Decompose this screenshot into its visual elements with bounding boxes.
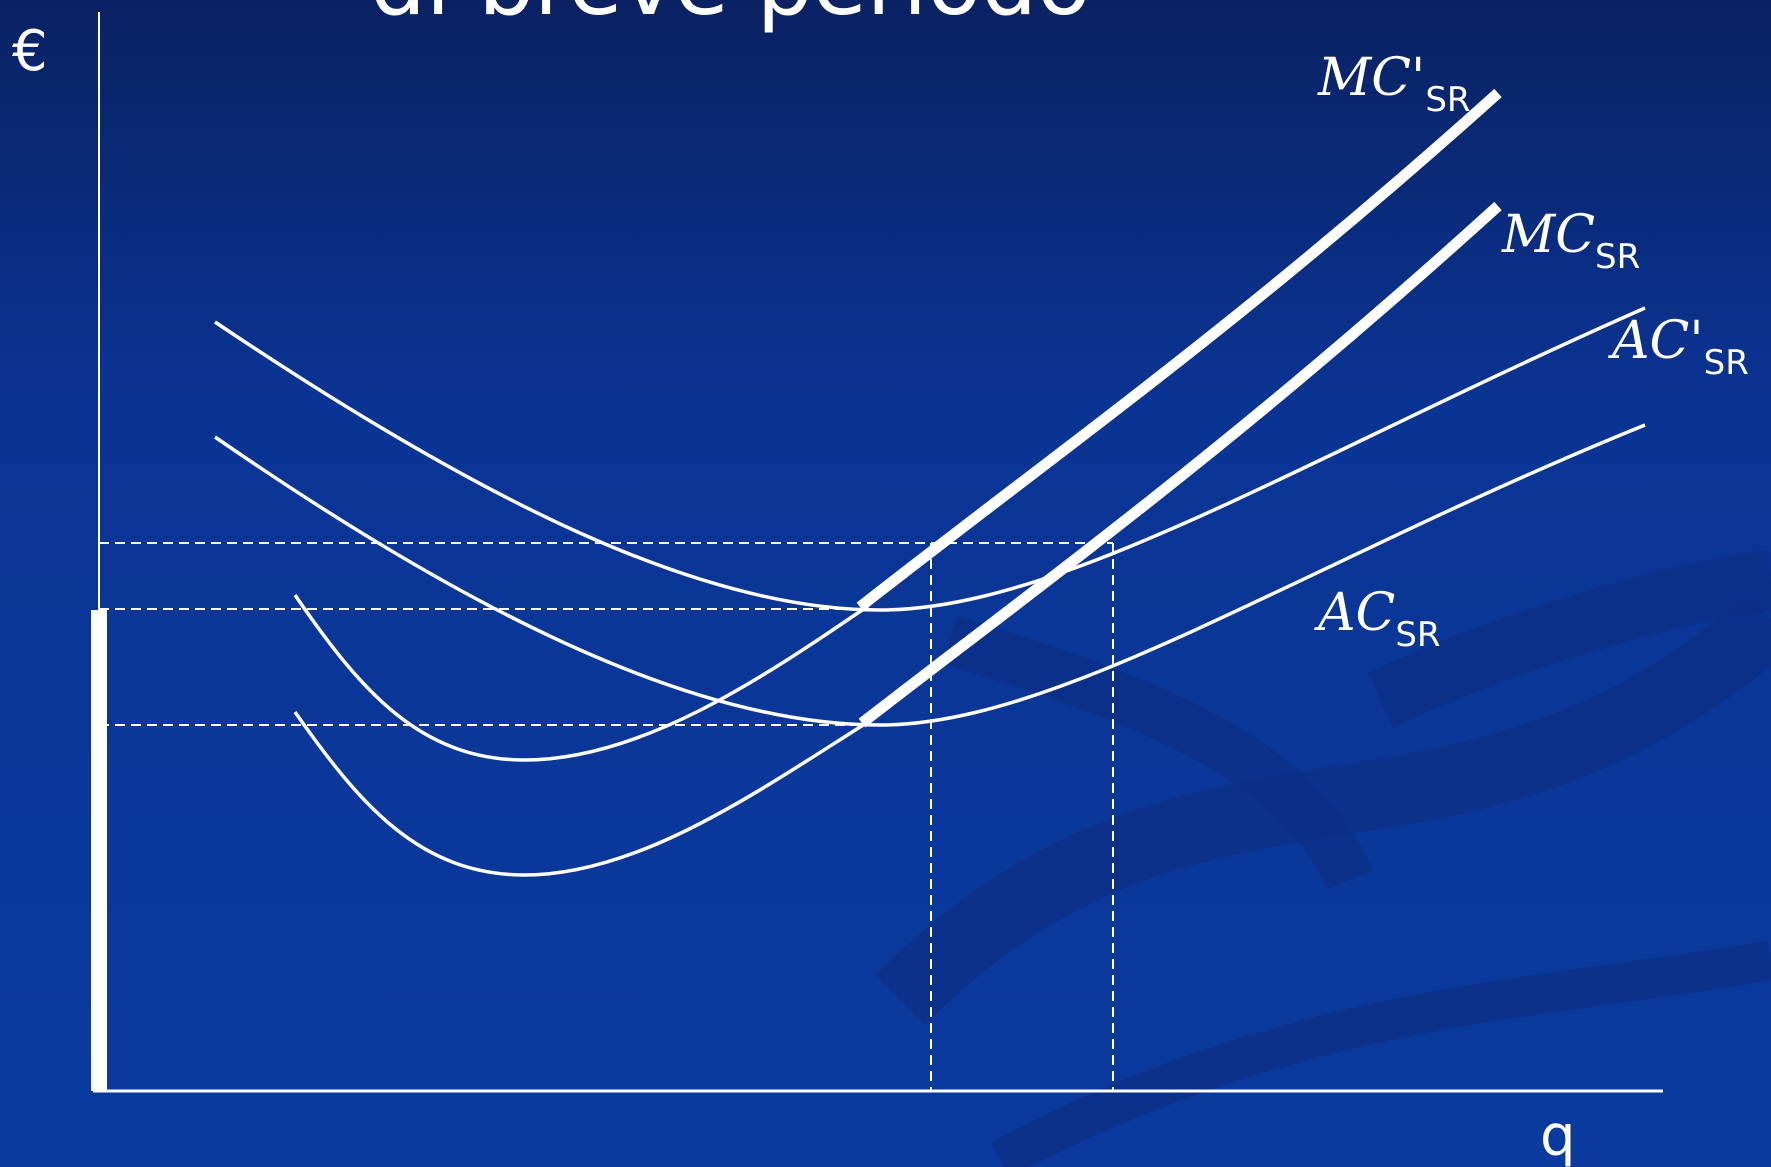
curve-mc-sr-thick xyxy=(858,201,1502,728)
cost-curves xyxy=(214,306,1646,877)
label-mc-sr-name: MC xyxy=(1501,205,1595,265)
curve-mc-prime-sr-lower xyxy=(293,594,869,762)
label-mc-sr: MCSR xyxy=(1501,205,1640,277)
label-ac-sr-name: AC xyxy=(1314,583,1395,643)
curve-mc-sr-lower xyxy=(293,710,869,877)
curve-ac-sr xyxy=(214,423,1646,727)
label-ac-sr-sub: SR xyxy=(1395,615,1440,655)
curve-mc-prime-sr-thick xyxy=(856,88,1502,612)
label-mc-prime-sr-sub: SR xyxy=(1425,80,1470,120)
slide-title: di breve periodo xyxy=(370,0,1091,35)
label-ac-prime-sr-sub: SR xyxy=(1704,343,1749,383)
label-ac-prime-sr: AC'SR xyxy=(1608,311,1749,383)
label-ac-prime-sr-name: AC' xyxy=(1608,311,1704,371)
label-mc-prime-sr: MC'SR xyxy=(1317,48,1471,120)
x-axis-label: q xyxy=(1540,1104,1576,1167)
decorative-swirls xyxy=(875,550,1771,1167)
label-mc-prime-sr-name: MC' xyxy=(1317,48,1425,108)
label-mc-sr-sub: SR xyxy=(1595,237,1640,277)
y-axis-label: € xyxy=(12,19,48,84)
curve-labels: MC'SR MCSR AC'SR ACSR xyxy=(1314,48,1749,655)
label-ac-sr: ACSR xyxy=(1314,583,1441,655)
axes xyxy=(91,12,1663,1093)
supply-segments xyxy=(856,88,1502,728)
dashed-guides xyxy=(99,542,1114,1091)
curve-ac-prime-sr xyxy=(214,306,1646,612)
